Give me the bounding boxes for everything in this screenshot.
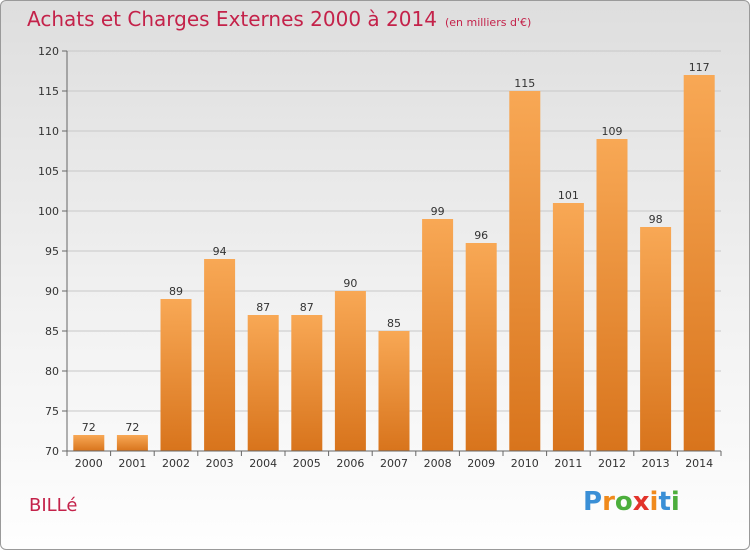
chart-title: Achats et Charges Externes 2000 à 2014 bbox=[27, 7, 437, 31]
logo-letter: x bbox=[632, 487, 650, 517]
y-tick-label-90: 90 bbox=[45, 285, 59, 298]
logo-letter: t bbox=[658, 487, 671, 517]
logo-letter: P bbox=[583, 487, 603, 517]
y-tick-label-100: 100 bbox=[38, 205, 59, 218]
bar-2004 bbox=[247, 315, 279, 451]
x-tick-label-2008: 2008 bbox=[424, 457, 452, 470]
bar-2009 bbox=[465, 243, 497, 451]
data-label-2009: 96 bbox=[474, 229, 488, 242]
place-name: BILLé bbox=[29, 495, 78, 516]
logo-letter: r bbox=[602, 487, 615, 517]
bar-2000 bbox=[73, 435, 105, 451]
data-label-2002: 89 bbox=[169, 285, 183, 298]
x-tick-label-2011: 2011 bbox=[554, 457, 582, 470]
x-tick-label-2003: 2003 bbox=[206, 457, 234, 470]
bar-2010 bbox=[509, 91, 541, 451]
logo-letter: i bbox=[670, 487, 680, 517]
data-label-2013: 98 bbox=[649, 213, 663, 226]
x-tick-label-2009: 2009 bbox=[467, 457, 495, 470]
bar-2008 bbox=[422, 219, 454, 451]
data-label-2014: 117 bbox=[689, 61, 710, 74]
data-label-2012: 109 bbox=[602, 125, 623, 138]
bar-2012 bbox=[596, 139, 628, 451]
y-tick-label-110: 110 bbox=[38, 125, 59, 138]
data-label-2005: 87 bbox=[300, 301, 314, 314]
bar-2013 bbox=[640, 227, 672, 451]
bar-2014 bbox=[683, 75, 715, 451]
data-label-2001: 72 bbox=[125, 421, 139, 434]
chart-title-block: Achats et Charges Externes 2000 à 2014 (e… bbox=[27, 7, 531, 31]
data-label-2006: 90 bbox=[343, 277, 357, 290]
x-tick-label-2002: 2002 bbox=[162, 457, 190, 470]
bar-2007 bbox=[378, 331, 410, 451]
proxiti-logo: Proxiti bbox=[583, 487, 680, 517]
x-tick-label-2001: 2001 bbox=[118, 457, 146, 470]
data-label-2004: 87 bbox=[256, 301, 270, 314]
bar-2005 bbox=[291, 315, 323, 451]
x-tick-label-2013: 2013 bbox=[642, 457, 670, 470]
chart-subtitle: (en milliers d'€) bbox=[444, 16, 532, 29]
logo-letter: i bbox=[649, 487, 659, 517]
data-label-2000: 72 bbox=[82, 421, 96, 434]
bar-2006 bbox=[334, 291, 366, 451]
logo-letter: o bbox=[614, 487, 633, 517]
axes: 70 75 80 85 90 95 100 105 110 115 120 2000 2001 2002 2… bbox=[38, 45, 722, 470]
bars bbox=[73, 75, 715, 451]
bar-2001 bbox=[116, 435, 148, 451]
bar-2002 bbox=[160, 299, 192, 451]
data-label-2007: 85 bbox=[387, 317, 401, 330]
y-tick-label-75: 75 bbox=[45, 405, 59, 418]
bar-2011 bbox=[552, 203, 584, 451]
x-tick-label-2010: 2010 bbox=[511, 457, 539, 470]
x-tick-label-2014: 2014 bbox=[685, 457, 713, 470]
data-labels: 72 72 89 94 87 87 90 85 99 96 115 101 109 98 117 bbox=[82, 61, 710, 434]
x-tick-label-2004: 2004 bbox=[249, 457, 277, 470]
x-tick-label-2006: 2006 bbox=[336, 457, 364, 470]
data-label-2003: 94 bbox=[213, 245, 227, 258]
data-label-2010: 115 bbox=[514, 77, 535, 90]
y-tick-label-80: 80 bbox=[45, 365, 59, 378]
data-label-2008: 99 bbox=[431, 205, 445, 218]
bar-2003 bbox=[204, 259, 236, 451]
y-tick-label-105: 105 bbox=[38, 165, 59, 178]
y-tick-label-120: 120 bbox=[38, 45, 59, 58]
x-tick-label-2000: 2000 bbox=[75, 457, 103, 470]
x-tick-label-2012: 2012 bbox=[598, 457, 626, 470]
y-tick-label-115: 115 bbox=[38, 85, 59, 98]
x-tick-label-2005: 2005 bbox=[293, 457, 321, 470]
y-tick-label-85: 85 bbox=[45, 325, 59, 338]
x-tick-label-2007: 2007 bbox=[380, 457, 408, 470]
y-tick-label-95: 95 bbox=[45, 245, 59, 258]
y-tick-label-70: 70 bbox=[45, 445, 59, 458]
data-label-2011: 101 bbox=[558, 189, 579, 202]
